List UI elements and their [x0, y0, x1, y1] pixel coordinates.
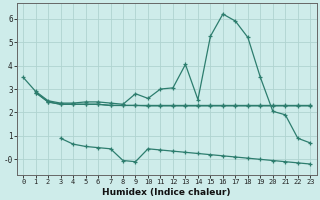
X-axis label: Humidex (Indice chaleur): Humidex (Indice chaleur) — [102, 188, 231, 197]
